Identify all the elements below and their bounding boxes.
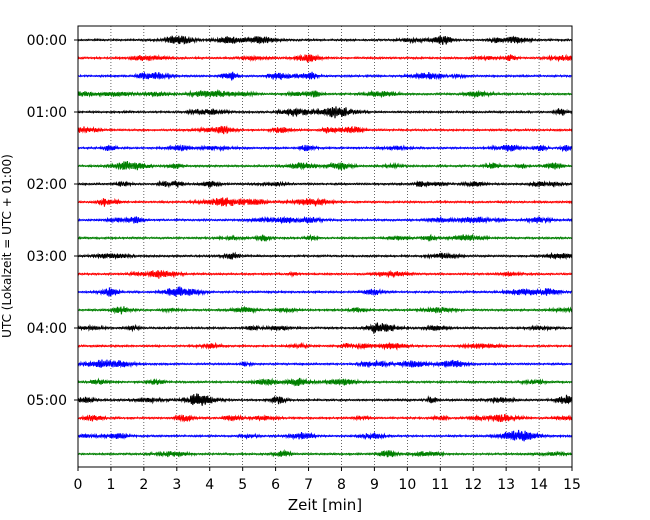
trace-0030 — [77, 71, 573, 81]
x-tick-label: 3 — [172, 477, 181, 493]
trace-0215 — [77, 197, 573, 207]
x-tick-label: 12 — [464, 477, 482, 493]
trace-0130 — [77, 144, 573, 153]
trace-0445 — [77, 377, 573, 387]
trace-0100 — [77, 106, 573, 119]
x-tick-label: 7 — [304, 477, 313, 493]
x-tick-label: 0 — [74, 477, 83, 493]
y-tick-label: 03:00 — [27, 249, 67, 265]
trace-0545 — [77, 448, 573, 458]
trace-group — [77, 34, 573, 458]
x-tick-label: 10 — [398, 477, 416, 493]
y-tick-label: 01:00 — [27, 105, 67, 121]
trace-0345 — [77, 305, 573, 315]
trace-0330 — [77, 286, 573, 297]
trace-0515 — [77, 413, 573, 423]
trace-0300 — [77, 251, 573, 261]
trace-0400 — [77, 322, 573, 334]
trace-0415 — [77, 341, 573, 351]
trace-0000 — [77, 34, 573, 45]
x-tick-label: 2 — [139, 477, 148, 493]
x-tick-label: 9 — [370, 477, 379, 493]
trace-0245 — [77, 233, 573, 242]
trace-0015 — [77, 53, 573, 63]
x-tick-label: 8 — [337, 477, 346, 493]
x-tick-label: 14 — [530, 477, 548, 493]
y-tick-label: 04:00 — [27, 321, 67, 337]
y-axis-ticks: 00:00 01:00 02:00 03:00 04:00 05:00 — [27, 33, 78, 409]
x-tick-label: 11 — [431, 477, 449, 493]
x-tick-label: 5 — [238, 477, 247, 493]
trace-0145 — [77, 161, 573, 171]
trace-0045 — [77, 88, 573, 99]
x-tick-label: 13 — [497, 477, 515, 493]
trace-0430 — [77, 359, 573, 369]
y-tick-label: 00:00 — [27, 33, 67, 49]
x-tick-label: 1 — [106, 477, 115, 493]
x-axis-label: Zeit [min] — [288, 496, 362, 514]
plot-frame — [77, 25, 573, 468]
x-axis-ticks: 0 1 2 3 4 5 6 7 8 9 10 11 12 13 14 15 — [74, 467, 581, 493]
trace-0200 — [77, 179, 573, 189]
y-tick-label: 05:00 — [27, 393, 67, 409]
x-tick-label: 4 — [205, 477, 214, 493]
trace-0115 — [77, 125, 573, 135]
x-tick-label: 6 — [271, 477, 280, 493]
x-tick-label: 15 — [563, 477, 581, 493]
plot-background — [78, 26, 572, 467]
trace-0500 — [77, 393, 573, 406]
trace-0230 — [77, 215, 573, 225]
y-axis-label: UTC (Lokalzeit = UTC + 01:00) — [0, 154, 14, 338]
y-tick-label: 02:00 — [27, 177, 67, 193]
trace-0530 — [77, 429, 573, 442]
trace-0315 — [77, 269, 573, 279]
